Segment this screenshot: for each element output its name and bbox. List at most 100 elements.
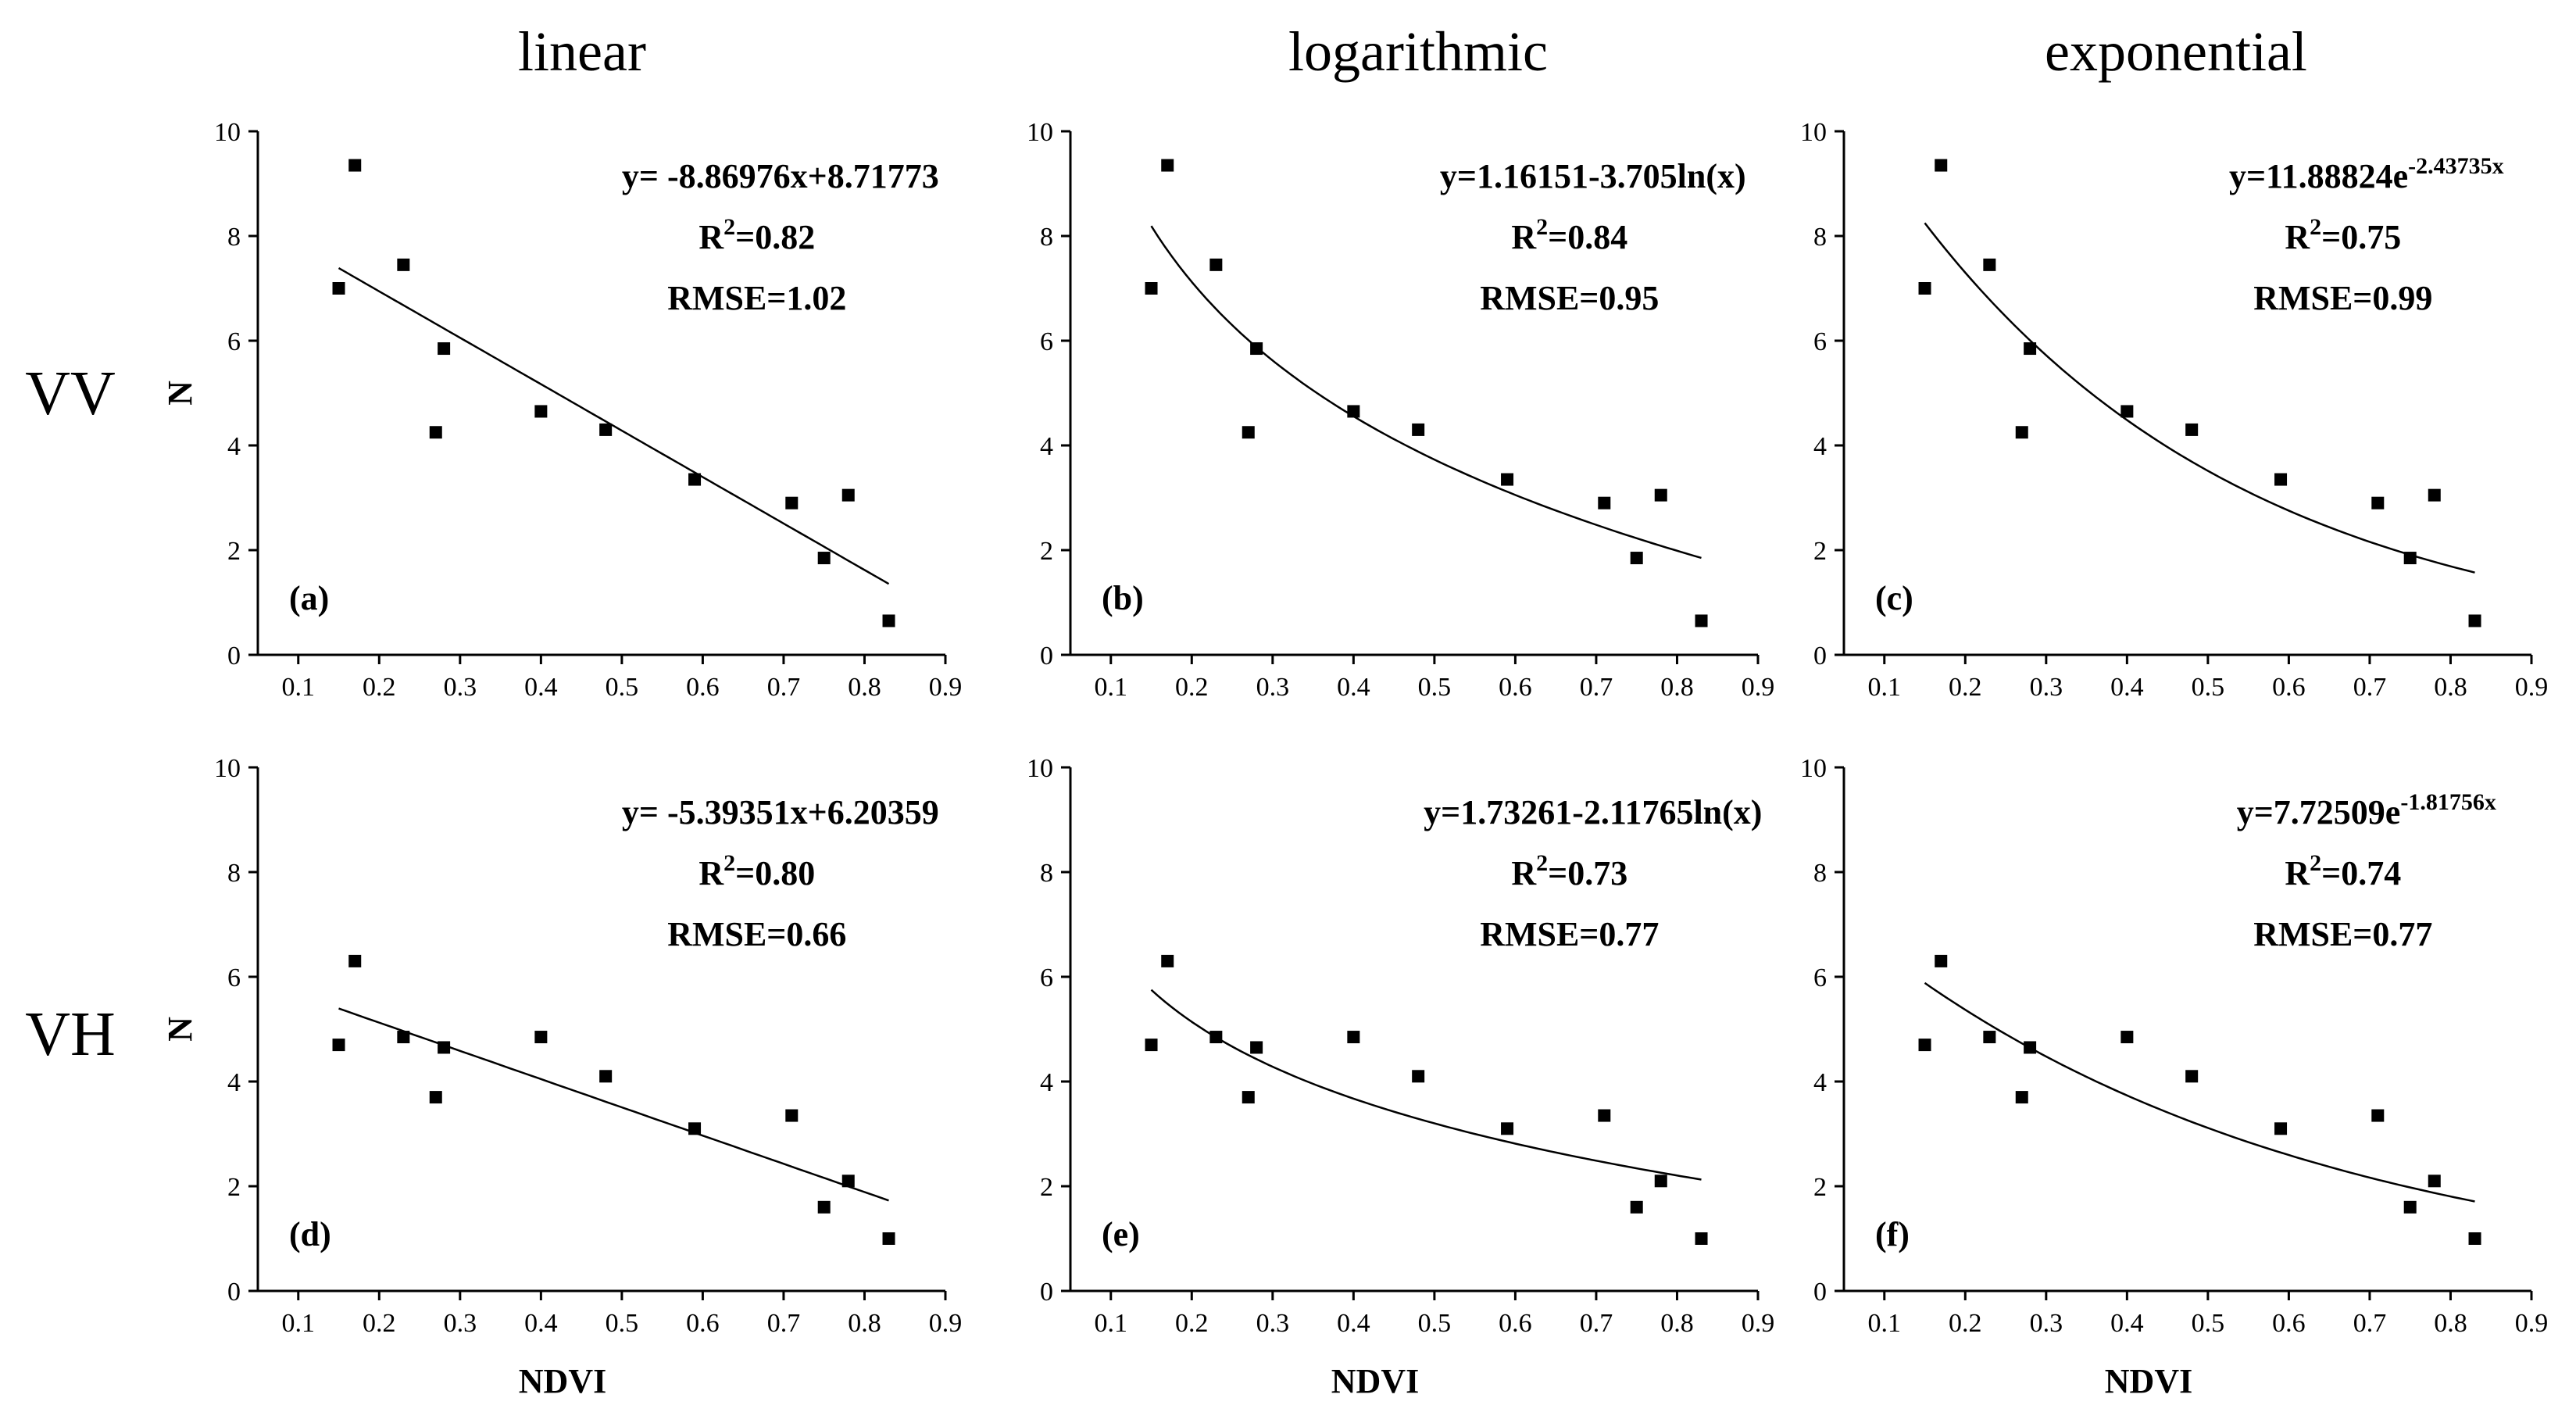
r-squared-value: =0.82	[735, 218, 815, 256]
data-point	[2468, 1232, 2481, 1245]
data-point	[1161, 159, 1174, 172]
x-tick-label: 0.1	[1095, 1309, 1128, 1338]
x-tick-label: 0.5	[1418, 673, 1452, 702]
y-tick-label: 6	[1813, 964, 1827, 992]
x-tick-label: 0.9	[1742, 1309, 1775, 1338]
y-tick-label: 6	[1040, 964, 1053, 992]
x-tick-label: 0.4	[1337, 1309, 1370, 1338]
x-tick-label: 0.5	[2192, 673, 2225, 702]
r-squared-symbol: R	[698, 854, 724, 892]
rmse-text: RMSE=0.66	[667, 915, 846, 953]
data-point	[599, 1070, 613, 1083]
data-point	[688, 1122, 702, 1135]
fit-curve	[1924, 222, 2475, 574]
r-squared-value: =0.80	[735, 854, 815, 892]
r-squared-value: =0.74	[2321, 854, 2401, 892]
y-tick-label: 8	[227, 223, 241, 252]
data-point	[1501, 1122, 1514, 1135]
x-tick-label: 0.7	[2353, 1309, 2387, 1338]
x-tick-label: 0.7	[1580, 673, 1613, 702]
r-squared-symbol: R	[2285, 218, 2310, 256]
x-tick-label: 0.5	[606, 1309, 639, 1338]
x-tick-label: 0.4	[2110, 1309, 2144, 1338]
data-point	[429, 1091, 442, 1104]
x-tick-label: 0.2	[363, 1309, 396, 1338]
data-point	[1935, 954, 1948, 967]
y-tick-label: 4	[1813, 432, 1827, 461]
data-point	[2403, 1200, 2417, 1214]
data-point	[1145, 1039, 1158, 1052]
x-tick-label: 0.8	[2434, 673, 2467, 702]
data-point	[1983, 1031, 1996, 1044]
x-axis-label: NDVI	[519, 1362, 606, 1400]
data-point	[2120, 1031, 2134, 1044]
r-squared-symbol: R	[698, 218, 724, 256]
equation-main: y= -8.86976x+8.71773	[622, 157, 939, 195]
data-point	[1695, 614, 1708, 627]
data-point	[1412, 423, 1425, 436]
y-tick-label: 8	[1813, 859, 1827, 888]
rmse-text: RMSE=0.99	[2253, 279, 2432, 317]
column-title-exponential: exponential	[2045, 20, 2307, 83]
x-tick-label: 0.9	[1742, 673, 1775, 702]
data-point	[2428, 488, 2441, 502]
y-tick-label: 10	[214, 754, 241, 783]
r-squared-text: R2=0.80	[698, 850, 815, 892]
panel-letter: (c)	[1875, 579, 1913, 617]
equation-exponent: -2.43735x	[2408, 153, 2504, 179]
fit-curve	[338, 267, 890, 585]
column-title-linear: linear	[518, 20, 646, 83]
x-tick-label: 0.1	[1095, 673, 1128, 702]
x-tick-label: 0.9	[2515, 1309, 2549, 1338]
data-point	[688, 473, 702, 486]
data-point	[2024, 1041, 2037, 1054]
y-tick-label: 6	[227, 327, 241, 356]
r-squared-value: =0.75	[2321, 218, 2401, 256]
data-point	[1145, 282, 1158, 295]
data-point	[817, 1200, 831, 1214]
data-point	[599, 423, 613, 436]
data-point	[1242, 426, 1255, 439]
y-tick-label: 0	[1040, 1278, 1053, 1307]
y-tick-label: 10	[1800, 118, 1827, 147]
r-squared-superscript: 2	[723, 214, 735, 240]
equation-main: y=7.72509e	[2237, 793, 2401, 831]
y-tick-label: 2	[227, 1173, 241, 1202]
x-tick-label: 0.1	[1868, 1309, 1902, 1338]
data-point	[1209, 258, 1223, 271]
r-squared-value: =0.73	[1548, 854, 1627, 892]
x-tick-label: 0.1	[282, 673, 316, 702]
data-point	[841, 488, 855, 502]
data-point	[2015, 1091, 2028, 1104]
r-squared-superscript: 2	[2310, 850, 2321, 876]
data-point	[429, 426, 442, 439]
data-point	[841, 1175, 855, 1188]
data-point	[534, 1031, 548, 1044]
data-point	[1242, 1091, 1255, 1104]
y-tick-label: 2	[1040, 537, 1053, 566]
data-point	[785, 496, 799, 509]
x-tick-label: 0.6	[1499, 673, 1532, 702]
data-point	[2428, 1175, 2441, 1188]
data-point	[882, 614, 895, 627]
y-tick-label: 6	[1040, 327, 1053, 356]
x-tick-label: 0.6	[2272, 673, 2306, 702]
column-title-logarithmic: logarithmic	[1288, 20, 1548, 83]
x-tick-label: 0.4	[524, 673, 558, 702]
panel-b: 0.1 0.2 0.3 0.4 0.5 0.6 0.7 0.8 0.9 0 2 4 6 8 10 y=1.16…	[1027, 118, 1774, 702]
r-squared-value: =0.84	[1548, 218, 1627, 256]
x-tick-label: 0.3	[1256, 673, 1290, 702]
x-axis-label: NDVI	[1331, 1362, 1419, 1400]
equation-text: y=1.73261-2.11765ln(x)	[1424, 793, 1762, 831]
data-point	[2274, 473, 2288, 486]
y-tick-label: 8	[1813, 223, 1827, 252]
equation-text: y=1.16151-3.705ln(x)	[1440, 157, 1746, 195]
x-tick-label: 0.2	[363, 673, 396, 702]
x-tick-label: 0.2	[1175, 1309, 1209, 1338]
data-point	[785, 1109, 799, 1122]
row-label-vh: VH	[25, 1000, 116, 1069]
r-squared-symbol: R	[2285, 854, 2310, 892]
y-tick-label: 4	[1813, 1068, 1827, 1097]
x-tick-label: 0.2	[1949, 1309, 1982, 1338]
r-squared-text: R2=0.82	[698, 214, 815, 256]
